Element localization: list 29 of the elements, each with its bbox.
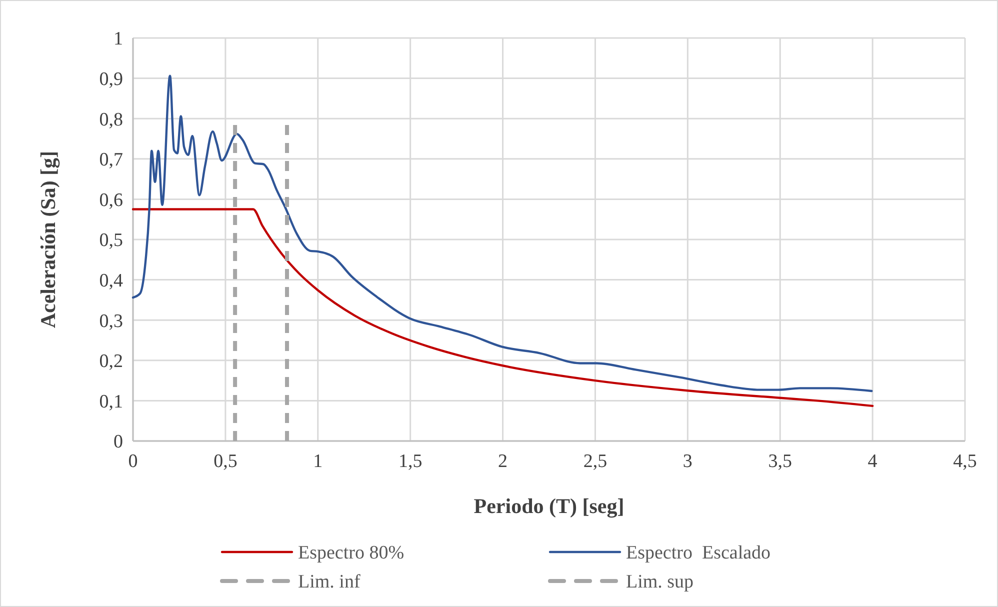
- legend-label: Lim. inf: [298, 572, 361, 593]
- y-tick-label: 0,4: [99, 270, 124, 292]
- x-tick-label: 0: [128, 451, 138, 472]
- y-tick-label: 0,6: [99, 190, 123, 211]
- y-tick-label: 0,5: [99, 230, 123, 252]
- x-tick-label: 4: [868, 451, 878, 472]
- y-tick-label: 0,2: [99, 351, 123, 372]
- y-axis-title: Aceleración (Sa) [g]: [36, 150, 60, 328]
- x-axis-title: Periodo (T) [seg]: [474, 494, 624, 518]
- y-tick-label: 1: [114, 28, 123, 50]
- legend-label: Espectro Escalado: [626, 542, 771, 564]
- line-series: [132, 74, 873, 392]
- legend-label: Lim. sup: [626, 572, 694, 593]
- y-tick-label: 0: [114, 432, 123, 453]
- y-tick-label: 0,9: [99, 68, 123, 90]
- x-tick-label: 1,5: [398, 451, 422, 472]
- x-tick-label: 0,5: [214, 451, 238, 472]
- y-tick-label: 0,7: [99, 150, 123, 171]
- legend-label: Espectro 80%: [298, 542, 404, 564]
- x-tick-label: 2,5: [583, 451, 608, 472]
- x-tick-label: 2: [498, 451, 508, 472]
- x-tick-label: 1: [313, 451, 323, 472]
- x-tick-label: 4,5: [953, 451, 977, 472]
- x-tick-label: 3,5: [768, 451, 792, 472]
- x-tick-label: 3: [682, 451, 692, 472]
- y-tick-label: 0,3: [99, 310, 123, 332]
- line-series: [132, 208, 874, 408]
- y-tick-label: 0,1: [99, 391, 123, 412]
- y-tick-label: 0,8: [99, 109, 123, 130]
